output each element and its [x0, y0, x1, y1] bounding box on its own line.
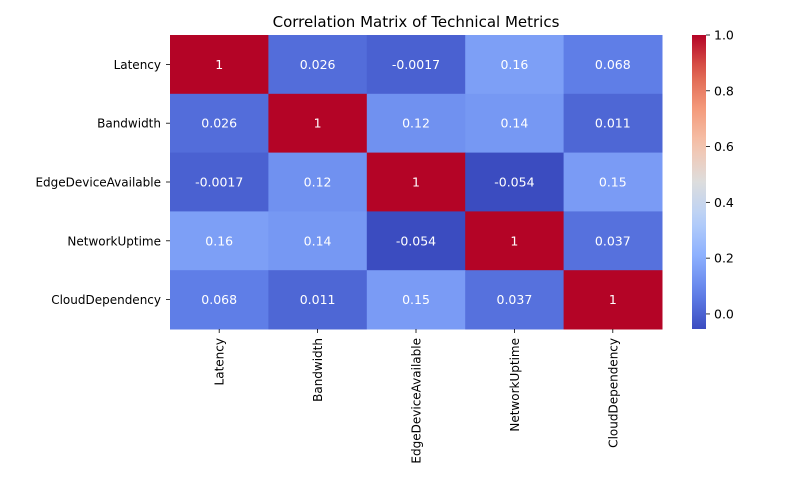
cell-4-0 [170, 270, 269, 330]
x-tick-label-0: Latency [213, 338, 227, 385]
cell-label-2-0: -0.0017 [195, 175, 243, 190]
cell-label-2-1: 0.12 [304, 175, 332, 190]
cell-3-0 [170, 211, 269, 271]
cell-4-4 [563, 270, 663, 330]
cell-label-3-2: -0.054 [396, 233, 436, 248]
cell-label-3-4: 0.037 [595, 233, 631, 248]
x-tick-label-3: NetworkUptime [508, 338, 522, 432]
colorbar: 0.0 0.2 0.4 0.6 0.8 1.0 [692, 28, 734, 329]
cell-1-4 [563, 93, 663, 154]
cell-label-1-1: 1 [314, 116, 322, 131]
colorbar-tick-label-0: 0.0 [714, 306, 734, 321]
cell-label-2-4: 0.15 [599, 175, 627, 190]
colorbar-tick-label-4: 0.8 [714, 83, 734, 98]
cell-3-1 [268, 211, 368, 271]
cell-4-2 [366, 270, 466, 330]
cell-1-3 [465, 93, 565, 154]
y-tick-label-4: CloudDependency [51, 293, 161, 307]
cell-0-2 [366, 35, 466, 95]
cell-label-4-1: 0.011 [300, 292, 336, 307]
cell-2-3 [465, 152, 565, 212]
cell-2-2 [366, 152, 466, 212]
cell-label-3-1: 0.14 [304, 233, 332, 248]
cell-2-0 [170, 152, 269, 212]
cell-3-4 [563, 211, 663, 271]
cell-label-0-1: 0.026 [300, 57, 336, 72]
cell-1-1 [268, 93, 368, 154]
cell-label-1-4: 0.011 [595, 116, 631, 131]
cell-2-1 [268, 152, 368, 212]
x-tick-label-4: CloudDependency [606, 338, 620, 448]
cell-label-0-2: -0.0017 [392, 57, 440, 72]
chart-title: Correlation Matrix of Technical Metrics [273, 13, 560, 31]
cell-4-3 [465, 270, 565, 330]
cell-label-4-3: 0.037 [497, 292, 533, 307]
cell-0-3 [465, 35, 565, 95]
cell-label-0-4: 0.068 [595, 57, 631, 72]
cell-1-0 [170, 93, 269, 154]
colorbar-tick-label-2: 0.4 [714, 195, 734, 210]
cell-label-2-2: 1 [412, 175, 420, 190]
y-tick-label-0: Latency [114, 58, 161, 72]
cell-0-4 [563, 35, 663, 95]
cell-label-1-2: 0.12 [402, 116, 430, 131]
y-tick-labels: Latency Bandwidth EdgeDeviceAvailable Netwo… [35, 58, 170, 307]
x-tick-label-2: EdgeDeviceAvailable [410, 338, 424, 464]
cell-2-4 [563, 152, 663, 212]
cell-label-4-0: 0.068 [201, 292, 237, 307]
cell-label-1-0: 0.026 [201, 116, 237, 131]
cell-label-3-0: 0.16 [205, 233, 233, 248]
heatmap-cells: 1 0.026 -0.0017 0.16 0.068 0.026 1 0.12 0.14 0.01… [170, 35, 663, 330]
colorbar-tick-label-5: 1.0 [714, 28, 734, 43]
cell-label-3-3: 1 [510, 233, 518, 248]
cell-3-2 [366, 211, 466, 271]
cell-3-3 [465, 211, 565, 271]
y-tick-label-3: NetworkUptime [67, 234, 161, 248]
cell-0-1 [268, 35, 368, 95]
colorbar-ticks: 0.0 0.2 0.4 0.6 0.8 1.0 [706, 28, 734, 321]
colorbar-tick-label-3: 0.6 [714, 139, 734, 154]
cell-label-4-2: 0.15 [402, 292, 430, 307]
cell-label-4-4: 1 [609, 292, 617, 307]
cell-0-0 [170, 35, 269, 95]
cell-label-0-0: 1 [215, 57, 223, 72]
x-tick-labels: Latency Bandwidth EdgeDeviceAvailable Netwo… [213, 329, 620, 464]
cell-1-2 [366, 93, 466, 154]
cell-label-1-3: 0.14 [500, 116, 528, 131]
colorbar-tick-label-1: 0.2 [714, 251, 734, 266]
y-tick-label-1: Bandwidth [97, 117, 161, 131]
x-tick-label-1: Bandwidth [311, 338, 325, 402]
cell-4-1 [268, 270, 368, 330]
y-tick-label-2: EdgeDeviceAvailable [35, 176, 161, 190]
colorbar-gradient [692, 35, 706, 329]
cell-label-0-3: 0.16 [500, 57, 528, 72]
cell-label-2-3: -0.054 [494, 175, 534, 190]
